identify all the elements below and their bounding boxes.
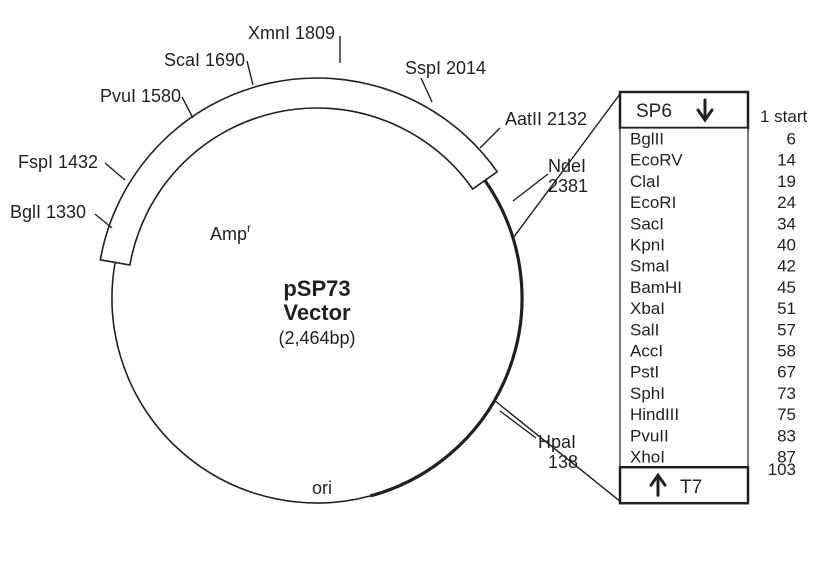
plasmid-backbone-thick [370, 180, 522, 496]
site-tick [500, 411, 536, 438]
site-tick [421, 78, 432, 102]
mcs-pos: 24 [777, 193, 796, 212]
mcs-pos: 40 [777, 236, 796, 255]
mcs-enzyme: EcoRI [630, 193, 676, 212]
mcs-enzyme: SalI [630, 320, 659, 339]
mcs-pos: 19 [777, 172, 796, 191]
mcs-enzyme: SmaI [630, 257, 670, 276]
site-tick [480, 128, 500, 148]
site-label: PvuI 1580 [100, 86, 181, 106]
start-label: 1 start [760, 107, 808, 126]
mcs-enzyme: KpnI [630, 236, 665, 255]
mcs-pos: 34 [777, 214, 796, 233]
mcs-pos: 73 [777, 384, 796, 403]
mcs-enzyme: ClaI [630, 172, 660, 191]
amp-label: Ampr [210, 221, 251, 244]
mcs-pos: 58 [777, 342, 796, 361]
mcs-pos: 83 [777, 426, 796, 445]
mcs-enzyme: BglII [630, 130, 664, 149]
site-tick [247, 61, 253, 85]
site-label: HpaI [538, 432, 576, 452]
ori-label: ori [312, 478, 332, 498]
site-label: XmnI 1809 [248, 23, 335, 43]
site-label: BglI 1330 [10, 202, 86, 222]
mcs-enzyme: XhoI [630, 448, 665, 467]
mcs-pos: 75 [777, 405, 796, 424]
mcs-pos: 57 [777, 320, 796, 339]
amp-band [100, 78, 497, 265]
mcs-enzyme: SacI [630, 214, 664, 233]
mcs-enzyme: PstI [630, 363, 659, 382]
plasmid-name-2: Vector [283, 300, 351, 325]
mcs-enzyme: SphI [630, 384, 665, 403]
plasmid-size: (2,464bp) [278, 328, 355, 348]
mcs-pos: 42 [777, 257, 796, 276]
mcs-connector [495, 401, 620, 502]
mcs-enzyme: XbaI [630, 299, 665, 318]
mcs-top-promoter: SP6 [636, 101, 672, 122]
amp-sup: r [247, 221, 251, 235]
mcs-enzyme: PvuII [630, 426, 669, 445]
mcs-pos: 51 [777, 299, 796, 318]
site-label: AatII 2132 [505, 109, 587, 129]
mcs-enzyme: BamHI [630, 278, 682, 297]
mcs-enzyme: EcoRV [630, 151, 683, 170]
site-label: SspI 2014 [405, 58, 486, 78]
amp-text: Amp [210, 224, 247, 244]
site-tick [182, 97, 193, 118]
mcs-pos: 6 [787, 130, 796, 149]
mcs-pos: 67 [777, 363, 796, 382]
mcs-bottom-pos: 103 [768, 460, 796, 479]
site-label: FspI 1432 [18, 152, 98, 172]
mcs-enzyme: AccI [630, 342, 663, 361]
site-tick [105, 163, 125, 180]
mcs-bottom-promoter: T7 [680, 477, 702, 498]
mcs-enzyme: HindIII [630, 405, 679, 424]
site-tick [95, 214, 112, 228]
mcs-pos: 45 [777, 278, 796, 297]
mcs-pos: 14 [777, 151, 796, 170]
site-label: ScaI 1690 [164, 50, 245, 70]
plasmid-name-1: pSP73 [283, 276, 350, 301]
site-label: 2381 [548, 176, 588, 196]
